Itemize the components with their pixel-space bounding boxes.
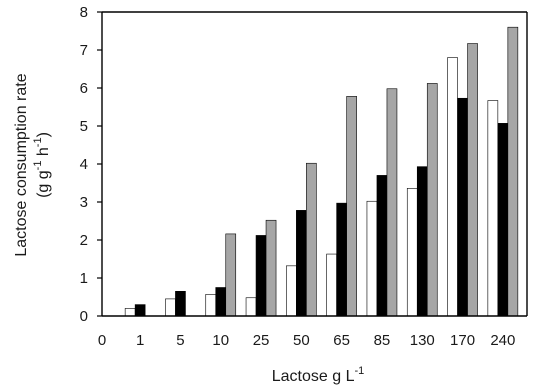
bar-series2 — [215, 287, 227, 317]
bar-series1 — [205, 294, 217, 317]
bar-series2 — [255, 235, 267, 317]
bar-series2 — [134, 304, 146, 317]
bar-series3 — [386, 88, 398, 317]
x-tick-label: 1 — [136, 332, 144, 349]
bar-series2 — [175, 290, 186, 317]
bar-series1 — [286, 265, 297, 317]
bar-series2 — [296, 210, 307, 317]
bar-series1 — [165, 298, 176, 317]
y-axis-title-line2: (g g-1 h-1) — [32, 132, 52, 198]
y-tick-label: 4 — [80, 156, 88, 173]
bar-series3 — [265, 219, 277, 317]
y-tick-label: 1 — [80, 270, 88, 287]
x-tick-label: 85 — [374, 332, 391, 349]
bar-series2 — [497, 123, 509, 317]
bar-series3 — [467, 43, 478, 317]
bar-series3 — [507, 26, 519, 317]
bar-series2 — [457, 97, 468, 317]
y-tick-label: 8 — [80, 4, 88, 21]
y-tick-label: 7 — [80, 42, 88, 59]
y-tick-label: 3 — [80, 194, 88, 211]
bar-series1 — [487, 100, 499, 317]
y-tick-label: 0 — [80, 308, 88, 325]
bar-series1 — [245, 297, 257, 317]
x-tick-label: 130 — [410, 332, 435, 349]
x-tick-label: 170 — [450, 332, 475, 349]
bar-series3 — [306, 162, 317, 317]
bar-series3 — [426, 83, 438, 317]
y-ticks-group: 0 1 2 3 4 5 6 7 8 — [80, 4, 102, 325]
bar-series2 — [416, 166, 428, 317]
x-axis-title: Lactose g L-1 — [272, 365, 365, 385]
x-tick-label: 65 — [333, 332, 350, 349]
y-axis-title-line1: Lactose consumption rate — [13, 73, 30, 256]
y-tick-label: 5 — [80, 118, 88, 135]
y-tick-label: 2 — [80, 232, 88, 249]
bar-series2 — [336, 202, 347, 317]
y-tick-label: 6 — [80, 80, 88, 97]
bar-series1 — [406, 188, 418, 317]
x-tick-label: 25 — [253, 332, 270, 349]
x-origin-label: 0 — [98, 332, 106, 349]
bar-series1 — [326, 253, 337, 317]
x-tick-label: 10 — [212, 332, 229, 349]
bar-series3 — [346, 96, 357, 317]
x-tick-label: 240 — [490, 332, 515, 349]
x-tick-labels-group: 0 1 5 10 25 50 65 85 130 170 240 — [98, 332, 516, 349]
bar-series3 — [225, 233, 237, 317]
bar-series1 — [124, 308, 136, 317]
bar-series2 — [376, 175, 388, 317]
bar-series1 — [447, 57, 458, 317]
x-tick-label: 5 — [176, 332, 184, 349]
x-tick-label: 50 — [293, 332, 310, 349]
bar-series1 — [366, 200, 378, 317]
bars-group — [124, 26, 519, 317]
